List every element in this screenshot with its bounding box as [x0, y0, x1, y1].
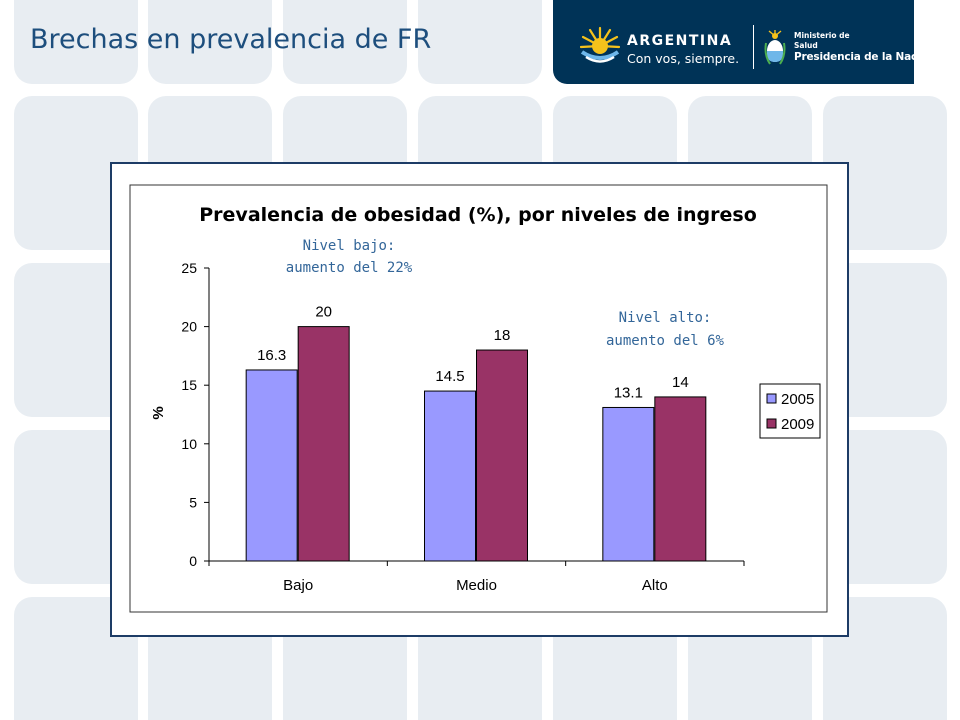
y-tick-label: 25	[181, 260, 197, 276]
bar-2005-medio	[424, 390, 476, 562]
bar-2009-medio	[476, 349, 528, 562]
background-tile	[823, 430, 947, 584]
y-tick-label: 15	[181, 377, 197, 393]
y-axis-label: %	[150, 406, 167, 419]
legend-label-2005: 2005	[781, 391, 814, 408]
bar-2005-alto	[602, 406, 655, 562]
background-tile	[14, 0, 138, 84]
data-label: 18	[494, 327, 511, 344]
background-tile	[823, 263, 947, 417]
background-tile	[283, 0, 407, 84]
background-tile	[14, 96, 138, 250]
ministry-line-2: Salud	[794, 41, 818, 50]
data-label: 14.5	[435, 368, 464, 385]
legend-label-2009: 2009	[781, 416, 814, 433]
sun-logo-icon	[580, 26, 620, 63]
background-tile	[418, 0, 542, 84]
data-label: 20	[315, 304, 332, 321]
slide-title: Brechas en prevalencia de FR	[30, 24, 432, 55]
data-label: 16.3	[257, 347, 286, 364]
banner-divider	[753, 25, 754, 69]
brand-name: ARGENTINA	[627, 33, 733, 49]
ministry-line-1: Ministerio de	[794, 31, 850, 40]
background-tile	[14, 263, 138, 417]
background-tile	[14, 430, 138, 584]
annotation-alto-line2: aumento del 6%	[606, 333, 725, 349]
y-tick-label: 0	[189, 553, 197, 569]
legend-swatch-2005	[766, 393, 777, 404]
data-label: 13.1	[614, 384, 643, 401]
y-tick-label: 10	[181, 436, 197, 452]
header-banner: ARGENTINA Con vos, siempre. Ministerio d…	[553, 0, 935, 84]
x-tick-label: Alto	[642, 577, 668, 594]
background-tile	[148, 0, 272, 84]
x-tick-label: Medio	[456, 577, 497, 594]
background-tile	[823, 96, 947, 250]
annotation-bajo-line2: aumento del 22%	[286, 260, 413, 276]
legend-box	[759, 383, 821, 439]
bar-2009-bajo	[297, 326, 350, 562]
annotation-alto-line1: Nivel alto:	[619, 310, 712, 326]
y-tick-label: 20	[181, 319, 197, 335]
x-tick-label: Bajo	[283, 577, 313, 594]
data-label: 14	[672, 374, 689, 391]
bar-chart: Prevalencia de obesidad (%), por niveles…	[129, 184, 828, 613]
background-tile	[14, 597, 138, 720]
bar-2005-bajo	[245, 369, 298, 562]
legend-swatch-2009	[766, 418, 777, 429]
y-tick-label: 5	[189, 494, 197, 510]
bar-2009-alto	[654, 396, 707, 562]
coat-of-arms-icon	[764, 30, 786, 65]
chart-title: Prevalencia de obesidad (%), por niveles…	[199, 204, 757, 226]
annotation-bajo-line1: Nivel bajo:	[303, 238, 396, 254]
brand-slogan: Con vos, siempre.	[627, 51, 740, 66]
background-tile	[823, 597, 947, 720]
ministry-line-3: Presidencia de la Nación	[794, 51, 935, 63]
